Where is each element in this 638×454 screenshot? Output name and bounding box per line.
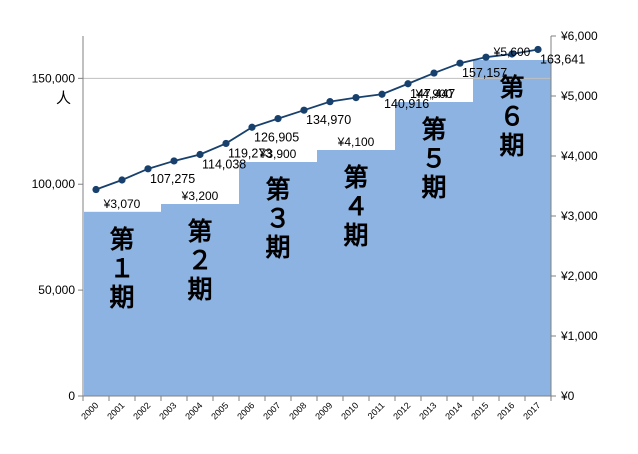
- left-tick-label: 100,000: [32, 177, 76, 191]
- period-label-char: 期: [343, 221, 368, 250]
- period-label-char: 期: [499, 131, 524, 160]
- period-label-char: ３: [265, 204, 290, 233]
- right-tick-label: ¥1,000: [560, 329, 598, 343]
- right-tick-label: ¥0: [560, 389, 575, 403]
- period-label-char: ５: [421, 144, 446, 173]
- price-label: ¥3,200: [181, 189, 219, 203]
- period-label-char: 第: [421, 115, 446, 144]
- population-point: [482, 53, 490, 61]
- left-tick-label: 50,000: [38, 283, 75, 297]
- step-area-period-1: [84, 211, 162, 396]
- population-label: 163,641: [540, 52, 585, 66]
- population-point: [326, 98, 334, 106]
- population-point: [248, 123, 256, 131]
- right-tick-label: ¥6,000: [560, 29, 598, 43]
- price-label: ¥3,900: [259, 147, 297, 161]
- population-line: [95, 48, 539, 191]
- left-tick-label: 0: [68, 389, 75, 403]
- population-point: [274, 114, 282, 123]
- period-label-char: １: [109, 254, 134, 283]
- population-label: 107,275: [150, 172, 195, 186]
- x-tick-label: 2015: [469, 400, 490, 421]
- x-tick-label: 2007: [261, 400, 282, 421]
- x-tick-label: 2001: [105, 400, 126, 421]
- step-area-period-6: [473, 60, 552, 396]
- population-point: [196, 150, 204, 159]
- step-area-period-5: [395, 102, 474, 396]
- x-tick-label: 2011: [366, 400, 387, 421]
- price-label: ¥4,100: [337, 135, 375, 149]
- price-label: ¥3,070: [103, 197, 141, 211]
- period-label-char: 期: [265, 233, 290, 262]
- population-point: [430, 69, 438, 77]
- x-tick-label: 2016: [495, 400, 516, 421]
- population-point: [170, 157, 178, 165]
- period-label-char: 第: [265, 175, 290, 204]
- x-tick-label: 2013: [417, 400, 438, 421]
- step-area-layer: [84, 60, 552, 396]
- population-point: [222, 139, 230, 148]
- period-label-char: 第: [109, 225, 134, 254]
- population-label: 140,916: [384, 97, 429, 111]
- step-area-period-2: [161, 204, 240, 396]
- period-label-char: ６: [499, 102, 524, 131]
- right-tick-label: ¥5,000: [560, 89, 598, 103]
- left-axis-unit: 人: [56, 89, 71, 107]
- population-point: [300, 106, 308, 114]
- population-label: 157,157: [462, 66, 507, 80]
- population-label: 114,038: [202, 158, 246, 172]
- x-tick-label: 2000: [79, 400, 100, 421]
- step-area-period-4: [317, 150, 396, 396]
- population-point: [534, 45, 542, 54]
- line-layer: [92, 45, 542, 194]
- period-label-char: 期: [109, 283, 134, 312]
- period-label-char: 期: [187, 275, 212, 304]
- period-label-char: 期: [421, 173, 446, 202]
- population-label: 134,970: [306, 113, 351, 127]
- x-tick-label: 2014: [443, 400, 464, 421]
- period-label-char: 第: [343, 163, 368, 192]
- population-point: [508, 50, 516, 58]
- population-label: 126,905: [254, 130, 299, 144]
- x-tick-label: 2005: [209, 400, 230, 421]
- population-point: [456, 59, 464, 67]
- population-point: [144, 165, 152, 173]
- population-point: [352, 93, 360, 102]
- x-tick-label: 2002: [131, 400, 152, 421]
- x-tick-label: 2010: [339, 400, 360, 421]
- x-tick-label: 2009: [313, 400, 334, 421]
- x-tick-label: 2004: [183, 400, 204, 421]
- period-label-char: 第: [187, 217, 212, 246]
- step-area-period-3: [239, 162, 318, 396]
- price-label: ¥4,900: [415, 87, 453, 101]
- population-point: [378, 90, 386, 98]
- x-tick-label: 2006: [235, 400, 256, 421]
- right-tick-label: ¥3,000: [560, 209, 598, 223]
- price-label: ¥5,600: [493, 45, 531, 59]
- x-tick-label: 2012: [391, 400, 412, 421]
- period-label-char: ２: [187, 246, 212, 275]
- population-point: [404, 80, 412, 88]
- right-tick-label: ¥4,000: [560, 149, 598, 163]
- period-label-char: 第: [499, 73, 524, 102]
- x-tick-label: 2008: [287, 400, 308, 421]
- x-tick-label: 2003: [157, 400, 178, 421]
- x-tick-label: 2017: [521, 400, 542, 421]
- population-label: 119,273: [228, 146, 272, 160]
- period-label-char: ４: [343, 192, 368, 221]
- population-point: [118, 176, 126, 184]
- left-tick-label: 150,000: [32, 71, 76, 85]
- population-label: 147,447: [410, 87, 455, 101]
- population-point: [92, 185, 100, 194]
- right-tick-label: ¥2,000: [560, 269, 598, 283]
